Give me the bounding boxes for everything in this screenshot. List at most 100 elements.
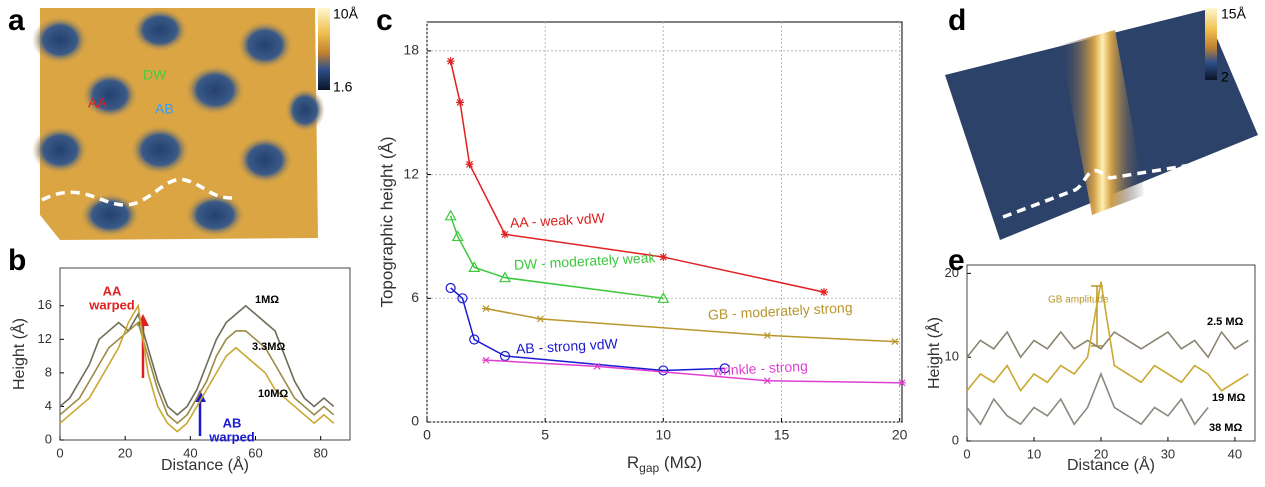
series-label: AA - weak vdW [510, 210, 606, 231]
series-label: GB - moderately strong [708, 299, 853, 323]
marker [482, 356, 491, 364]
series-line [59, 304, 335, 416]
panel-letter: c [376, 4, 393, 37]
y-tick-label: 0 [952, 432, 959, 447]
marker [465, 160, 474, 169]
marker [445, 282, 456, 294]
marker [446, 57, 455, 66]
x-tick-label: 15 [774, 427, 790, 443]
x-tick-label: 0 [423, 427, 431, 443]
marker [482, 305, 491, 313]
y-tick-label: 0 [45, 431, 52, 446]
colorbar-label: 2 [1221, 69, 1229, 85]
x-axis-label: Distance (Å) [161, 455, 249, 474]
colorbar-label: 10Å [333, 6, 359, 22]
marker [763, 377, 772, 385]
x-axis-label-part: gap [639, 461, 659, 475]
x-tick-label: 20 [892, 427, 908, 443]
colorbar-label: 1.6 [333, 79, 353, 95]
marker [659, 253, 668, 262]
x-tick-label: 0 [56, 445, 63, 460]
series-label: 10MΩ [258, 388, 288, 400]
series-line [59, 321, 335, 425]
marker [657, 292, 670, 303]
series-line [450, 287, 725, 372]
y-tick-label: 10 [945, 349, 959, 364]
plot-area [59, 267, 351, 441]
series-label: AB - strong vdW [516, 335, 619, 356]
x-axis-label-part: (MΩ) [659, 453, 702, 472]
x-tick-label: 0 [963, 446, 970, 461]
marker [763, 331, 772, 339]
series-line [966, 281, 1249, 393]
x-tick-label: 20 [118, 445, 132, 460]
y-axis-label: Height (Å) [924, 317, 943, 389]
topography-image-a [32, 8, 330, 240]
series-label: wrinkle - strong [712, 358, 809, 379]
x-tick-label: 40 [1228, 446, 1242, 461]
series-line [486, 359, 903, 384]
x-tick-label: 5 [541, 427, 549, 443]
colorbar-label: 15Å [1221, 6, 1247, 22]
series-label: 1MΩ [255, 294, 279, 306]
region-label: AA [88, 95, 107, 111]
y-tick-label: 20 [945, 265, 959, 280]
series-label: 38 MΩ [1209, 422, 1242, 434]
plot-area [966, 264, 1256, 442]
y-tick-label: 18 [403, 42, 419, 58]
x-tick-label: 40 [183, 445, 197, 460]
topography-image-d [945, 8, 1258, 240]
series-line [966, 371, 1209, 426]
marker [457, 293, 468, 304]
marker [451, 230, 464, 242]
y-tick-label: 0 [411, 413, 419, 429]
series-label: DW - moderately weak [514, 249, 657, 272]
x-tick-label: 60 [248, 445, 262, 460]
annotation: warped [208, 429, 255, 444]
marker [444, 209, 457, 221]
panel-letter: d [948, 4, 966, 37]
marker [890, 338, 899, 346]
marker [498, 271, 512, 283]
series-label: 19 MΩ [1212, 392, 1245, 404]
y-tick-label: 6 [411, 289, 419, 305]
y-tick-label: 4 [45, 398, 52, 413]
panel-letter: e [948, 244, 965, 277]
series-line [449, 215, 664, 300]
marker [898, 379, 906, 387]
marker [500, 230, 509, 239]
x-tick-label: 10 [656, 427, 672, 443]
region-label: DW [143, 67, 167, 83]
marker [469, 334, 480, 345]
y-tick-label: 8 [45, 364, 52, 379]
marker [468, 261, 481, 272]
region-label: AB [155, 101, 174, 117]
annotation: GB amplitude [1048, 295, 1109, 306]
x-axis-label: Rgap (MΩ) [627, 453, 702, 475]
marker [820, 288, 829, 297]
series-line [485, 307, 895, 343]
marker [456, 98, 465, 107]
y-tick-label: 16 [38, 297, 52, 312]
x-axis-label: Distance (Å) [1067, 455, 1155, 474]
marker [593, 362, 602, 370]
y-axis-label: Height (Å) [9, 318, 28, 390]
x-tick-label: 80 [313, 445, 327, 460]
x-axis-label-part: R [627, 453, 639, 472]
y-tick-label: 12 [38, 331, 52, 346]
x-tick-label: 10 [1027, 446, 1041, 461]
panel-letter: a [8, 4, 25, 37]
annotation: warped [88, 297, 135, 312]
marker [719, 363, 730, 374]
marker [536, 315, 545, 323]
panel-letter: b [8, 244, 26, 277]
series-line [59, 303, 335, 433]
y-tick-label: 12 [403, 165, 419, 181]
series-label: 3.3MΩ [252, 341, 285, 353]
series-line [966, 330, 1249, 359]
annotation: AA [103, 283, 122, 298]
marker [658, 365, 669, 376]
series-line [449, 61, 825, 293]
series-label: 2.5 MΩ [1207, 316, 1244, 328]
